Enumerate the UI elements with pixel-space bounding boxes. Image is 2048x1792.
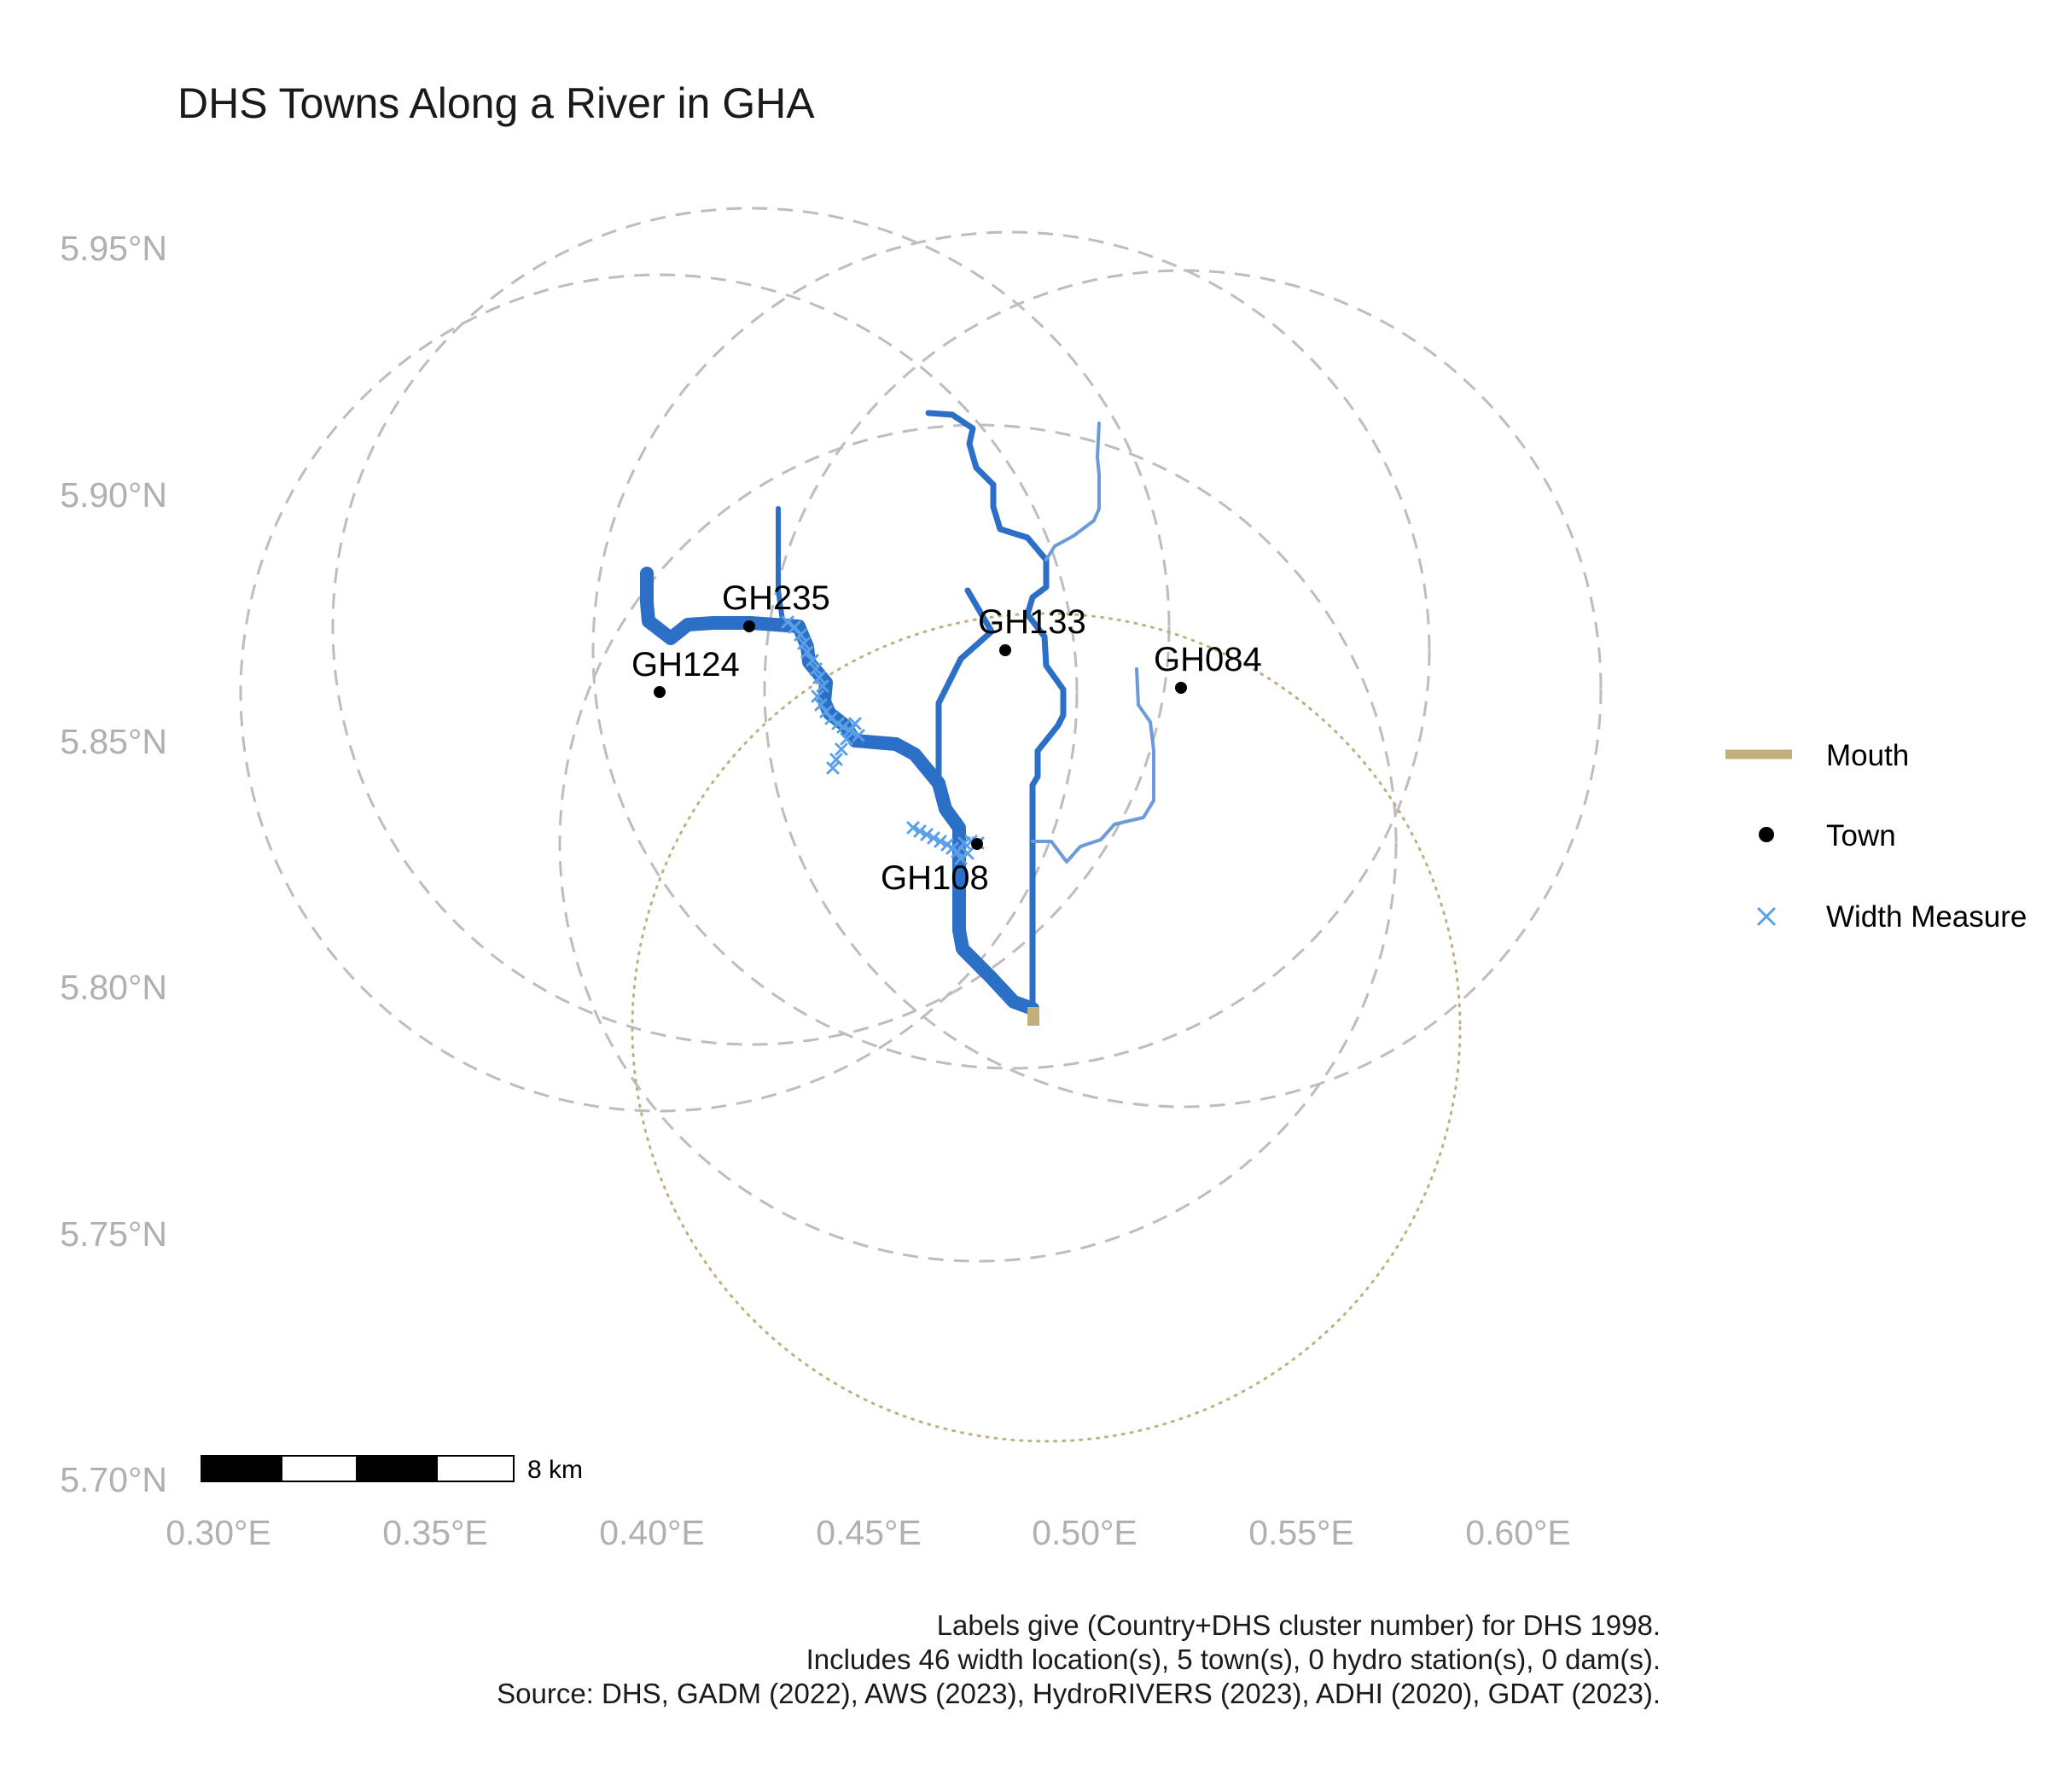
buffer-circle-gh108 [558,423,1398,1263]
legend-town-label: Town [1826,819,1896,852]
scale-bar-segment [201,1455,282,1482]
tributary-segment [1031,667,1155,864]
town-point-gh133 [999,644,1011,656]
caption-line: Source: DHS, GADM (2022), AWS (2023), Hy… [497,1678,1661,1709]
width-measures [781,615,985,865]
map-title: DHS Towns Along a River in GHA [177,79,815,127]
town-label-gh108: GH108 [881,859,989,897]
x-tick-label: 0.50°E [1032,1513,1137,1552]
x-tick-label: 0.55°E [1248,1513,1354,1552]
width-marker [927,831,940,845]
width-marker [794,628,807,642]
x-tick-label: 0.35°E [382,1513,488,1552]
scale-bar-label: 8 km [527,1456,583,1484]
y-tick-label: 5.70°N [60,1460,167,1499]
width-marker [812,671,826,684]
town-point-gh108 [971,838,983,850]
town-label-gh124: GH124 [631,646,740,684]
width-marker [811,689,824,703]
buffer-circle-gh235 [331,207,1171,1046]
x-tick-label: 0.45°E [816,1513,922,1552]
mouth-marker [1027,1007,1039,1026]
town-buffers [239,207,1603,1263]
town-label-gh084: GH084 [1154,641,1262,678]
towns: GH235 GH124 GH133 GH084 GH108 [631,579,1262,897]
main-river-segment [925,410,1067,1012]
main-river-segment [935,587,995,787]
width-marker [816,679,829,693]
y-tick-label: 5.85°N [60,722,167,761]
width-marker [848,717,862,730]
width-marker [836,720,850,734]
width-marker [800,645,814,659]
river-network [640,410,1155,1015]
y-tick-label: 5.90°N [60,475,167,515]
width-marker [809,662,823,676]
scale-bar-segment [281,1455,358,1482]
legend-width-key [1756,906,1777,927]
width-marker [913,824,927,838]
width-marker [954,852,968,865]
tributary-segment [1044,422,1101,561]
legend: Mouth Town Width Measure [1725,739,2027,934]
width-marker [840,732,853,746]
width-marker [806,654,819,667]
town-point-gh235 [743,620,755,632]
scale-bar: 8 km [201,1455,583,1484]
x-tick-label: 0.30°E [166,1513,271,1552]
x-tick-label: 0.40°E [599,1513,705,1552]
width-marker [906,821,920,835]
caption-line: Labels give (Country+DHS cluster number)… [937,1609,1661,1641]
buffer-circle-gh133 [591,230,1431,1070]
width-marker [920,828,934,841]
width-marker [852,729,865,742]
town-label-gh133: GH133 [978,603,1086,641]
mouth-buffer-circle [631,612,1462,1443]
legend-width-label: Width Measure [1826,900,2027,934]
width-marker [826,761,840,775]
buffer-circle-gh084 [763,269,1603,1108]
caption-line: Includes 46 width location(s), 5 town(s)… [806,1644,1661,1675]
caption: Labels give (Country+DHS cluster number)… [497,1609,1661,1709]
scale-bar-segment [436,1455,515,1482]
legend-town-key [1759,827,1774,842]
y-tick-label: 5.80°N [60,968,167,1007]
scale-bar-segment [356,1455,438,1482]
buffer-circle-gh124 [239,273,1079,1113]
town-point-gh124 [654,686,666,698]
main-river-segment [776,506,786,629]
town-label-gh235: GH235 [722,579,830,617]
y-tick-label: 5.95°N [60,229,167,268]
width-marker [829,753,843,766]
y-tick-label: 5.75°N [60,1214,167,1254]
width-marker [797,637,811,650]
main-river-segment [640,567,1039,1015]
y-axis: 5.95°N 5.90°N 5.85°N 5.80°N 5.75°N 5.70°… [60,229,167,1499]
width-marker [934,835,947,848]
legend-mouth-label: Mouth [1826,739,1909,772]
width-marker [835,742,848,756]
x-axis: 0.30°E 0.35°E 0.40°E 0.45°E 0.50°E 0.55°… [166,1513,1571,1552]
town-point-gh084 [1175,682,1187,694]
x-tick-label: 0.60°E [1465,1513,1571,1552]
